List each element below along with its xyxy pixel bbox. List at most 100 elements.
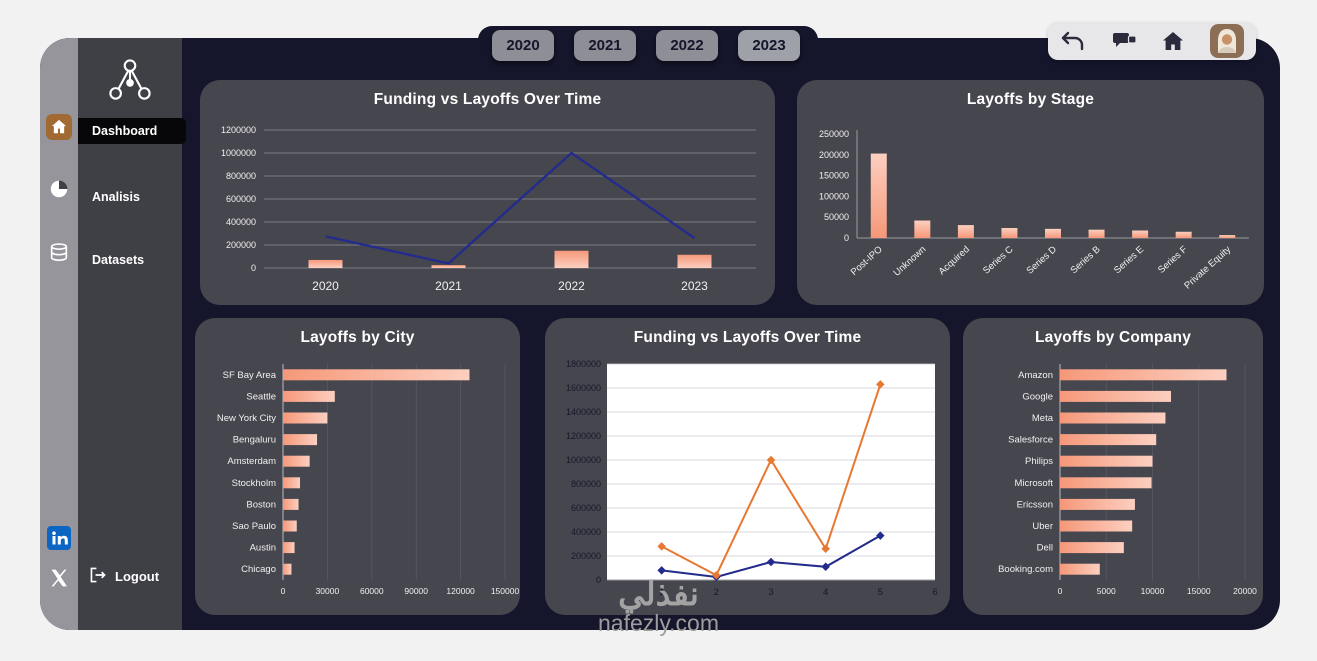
svg-text:Chicago: Chicago: [241, 564, 276, 575]
svg-text:5: 5: [878, 587, 883, 598]
svg-text:Series D: Series D: [1025, 244, 1060, 277]
svg-text:800000: 800000: [226, 171, 256, 181]
sidebar-item-label: Analisis: [92, 190, 140, 204]
sidebar-item-label: Dashboard: [92, 124, 158, 138]
sidebar-item-datasets[interactable]: Datasets: [78, 247, 182, 273]
year-button-2020[interactable]: 2020: [492, 30, 554, 61]
svg-text:10000: 10000: [1141, 586, 1165, 596]
svg-text:Uber: Uber: [1032, 521, 1053, 532]
svg-text:20000: 20000: [1233, 586, 1257, 596]
x-twitter-icon[interactable]: [49, 568, 69, 588]
svg-text:200000: 200000: [571, 551, 601, 561]
year-button-2022[interactable]: 2022: [656, 30, 718, 61]
sidebar: Dashboard Analisis Datasets Logout: [78, 38, 186, 630]
layoffs-by-stage-chart: 0 50000 100000 150000 200000 250000 Post-IPO Un…: [797, 116, 1264, 310]
svg-text:0: 0: [844, 233, 849, 243]
svg-text:1000000: 1000000: [221, 148, 256, 158]
svg-text:0: 0: [281, 586, 286, 596]
panel-layoffs-by-stage: Layoffs by Stage 0 50000 100000 150000 20000…: [797, 80, 1264, 305]
chart-title: Funding vs Layoffs Over Time: [373, 91, 602, 108]
svg-text:Sao Paulo: Sao Paulo: [232, 521, 276, 532]
svg-text:Booking.com: Booking.com: [998, 564, 1053, 575]
funding-layoffs-combo-chart: 0 200000 400000 600000 800000 1000000 1200000 2…: [200, 116, 775, 310]
year-filter: 2020 2021 2022 2023: [492, 30, 800, 61]
layoffs-by-company-chart: 0 5000 10000 15000 20000 Amazon Google Meta Sale…: [963, 354, 1263, 620]
svg-text:90000: 90000: [404, 586, 428, 596]
home-icon[interactable]: [1161, 30, 1185, 52]
svg-text:0: 0: [1058, 586, 1063, 596]
svg-text:120000: 120000: [446, 586, 475, 596]
svg-text:Post-IPO: Post-IPO: [849, 244, 885, 278]
svg-text:200000: 200000: [226, 240, 256, 250]
svg-text:800000: 800000: [571, 479, 601, 489]
svg-text:Acquired: Acquired: [937, 244, 972, 277]
svg-text:2023: 2023: [681, 279, 708, 293]
year-button-2023[interactable]: 2023: [738, 30, 800, 61]
sidebar-item-label: Datasets: [92, 253, 145, 267]
svg-text:1: 1: [659, 587, 664, 598]
svg-text:Philips: Philips: [1025, 456, 1053, 467]
svg-text:250000: 250000: [819, 129, 849, 139]
svg-text:2020: 2020: [312, 279, 339, 293]
svg-text:600000: 600000: [226, 194, 256, 204]
svg-text:60000: 60000: [360, 586, 384, 596]
chart-title: Funding vs Layoffs Over Time: [633, 329, 862, 346]
pie-chart-icon[interactable]: [48, 178, 70, 200]
svg-text:Series F: Series F: [1156, 244, 1190, 276]
panel-funding-vs-layoffs-combo: Funding vs Layoffs Over Time 0 200000 4000…: [200, 80, 775, 305]
sidebar-item-analisis[interactable]: Analisis: [78, 184, 182, 210]
svg-text:1200000: 1200000: [566, 431, 601, 441]
svg-text:150000: 150000: [819, 171, 849, 181]
year-button-2021[interactable]: 2021: [574, 30, 636, 61]
sidebar-item-dashboard[interactable]: Dashboard: [78, 118, 186, 144]
chart-title: Layoffs by City: [300, 329, 415, 346]
linkedin-icon[interactable]: [47, 526, 71, 550]
svg-text:Ericsson: Ericsson: [1017, 499, 1053, 510]
logout-label: Logout: [115, 569, 160, 584]
svg-text:Seattle: Seattle: [246, 391, 276, 402]
svg-text:1200000: 1200000: [221, 125, 256, 135]
svg-text:Google: Google: [1022, 391, 1053, 402]
svg-text:2021: 2021: [435, 279, 462, 293]
svg-text:Series B: Series B: [1069, 244, 1103, 276]
svg-text:Unknown: Unknown: [892, 244, 929, 279]
svg-text:Series E: Series E: [1112, 244, 1146, 276]
user-avatar[interactable]: [1209, 24, 1244, 58]
chart-title: Layoffs by Company: [1034, 329, 1192, 346]
svg-text:100000: 100000: [819, 191, 849, 201]
svg-text:Salesforce: Salesforce: [1008, 435, 1053, 446]
svg-text:Stockholm: Stockholm: [232, 478, 276, 489]
logout-icon: [88, 566, 108, 587]
svg-text:Amsterdam: Amsterdam: [227, 456, 276, 467]
quick-actions-bar: [1048, 22, 1256, 60]
svg-text:Dell: Dell: [1037, 543, 1053, 554]
svg-text:600000: 600000: [571, 503, 601, 513]
svg-text:0: 0: [251, 263, 256, 273]
svg-text:Series C: Series C: [981, 244, 1016, 277]
panel-layoffs-by-city: Layoffs by City 0 30000 60000 90000 120000 15…: [195, 318, 520, 615]
svg-text:Bengaluru: Bengaluru: [233, 435, 276, 446]
svg-text:Private Equity: Private Equity: [1182, 244, 1233, 292]
funding-layoffs-line-chart: 0 200000 400000 600000 800000 1000000 1200000 1…: [545, 354, 950, 620]
logout-button[interactable]: Logout: [88, 566, 159, 587]
svg-text:1600000: 1600000: [566, 383, 601, 393]
svg-text:Austin: Austin: [250, 543, 276, 554]
svg-text:6: 6: [932, 587, 937, 598]
svg-text:400000: 400000: [226, 217, 256, 227]
svg-text:2: 2: [714, 587, 719, 598]
svg-text:4: 4: [823, 587, 828, 598]
network-icon: [107, 58, 153, 107]
chart-title: Layoffs by Stage: [966, 91, 1095, 108]
svg-text:1400000: 1400000: [566, 407, 601, 417]
svg-text:15000: 15000: [1187, 586, 1211, 596]
home-icon[interactable]: [46, 114, 72, 140]
panel-layoffs-by-company: Layoffs by Company 0 5000 10000 15000 20000 A…: [963, 318, 1263, 615]
undo-icon[interactable]: [1060, 30, 1086, 52]
svg-text:50000: 50000: [824, 212, 849, 222]
svg-text:3: 3: [768, 587, 773, 598]
svg-text:Amazon: Amazon: [1018, 370, 1053, 381]
comments-icon[interactable]: [1111, 30, 1137, 52]
svg-text:Meta: Meta: [1032, 413, 1054, 424]
database-icon[interactable]: [48, 242, 70, 264]
svg-text:1000000: 1000000: [566, 455, 601, 465]
